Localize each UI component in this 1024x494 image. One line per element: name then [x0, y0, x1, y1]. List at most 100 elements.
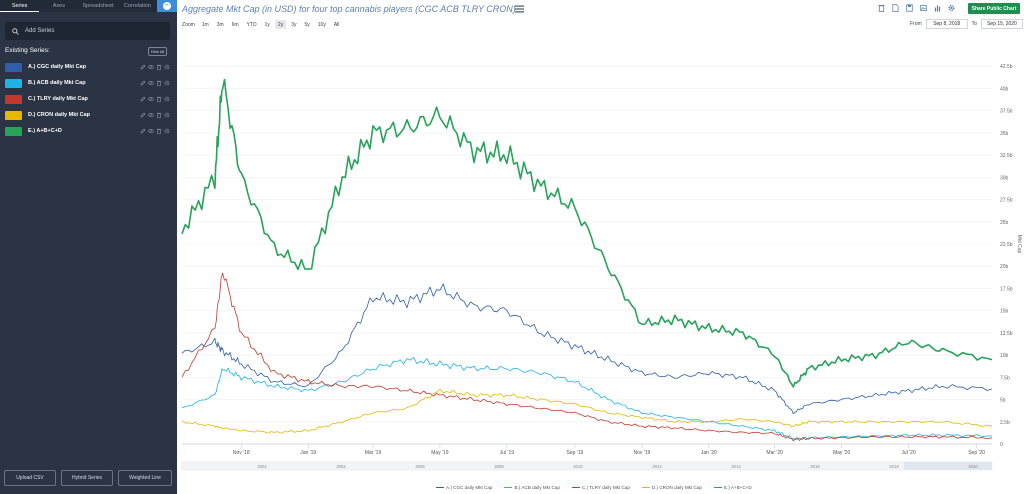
legend-item[interactable]: D.) CRON daily Mkt Cap [641, 485, 702, 490]
gear-icon[interactable] [164, 80, 170, 86]
gear-icon[interactable] [164, 112, 170, 118]
legend-item[interactable]: C.) TLRY daily Mkt Cap [571, 485, 630, 490]
series-color-swatch[interactable] [5, 94, 22, 104]
y-tick-label: 27.5b [1000, 198, 1013, 204]
hide-all-button[interactable]: Hide All [148, 47, 167, 56]
trash-icon[interactable] [878, 4, 885, 12]
navigator-tick-label: 2016 [810, 464, 820, 469]
tab-correlation[interactable]: Correlation [123, 3, 151, 9]
y-tick-label: 40b [1000, 86, 1009, 92]
legend-swatch [641, 487, 650, 488]
zoom-option-all[interactable]: All [333, 21, 340, 28]
edit-icon[interactable] [140, 64, 146, 70]
series-row[interactable]: E.) A+B+C+D [5, 125, 170, 137]
navigator-selection [904, 462, 992, 470]
zoom-option-6m[interactable]: 6m [231, 21, 239, 28]
legend-swatch [436, 487, 444, 488]
upload-csv-button[interactable]: Upload CSV [4, 470, 56, 486]
edit-icon[interactable] [140, 96, 146, 102]
chart-title[interactable]: Aggregate Mkt Cap (in USD) for four top … [182, 4, 516, 14]
eye-icon[interactable] [148, 64, 154, 70]
legend-label: D.) CRON daily Mkt Cap [651, 485, 702, 490]
series-row[interactable]: D.) CRON daily Mkt Cap [5, 109, 170, 121]
x-tick-label: Jan '19 [300, 450, 316, 456]
series-line [181, 283, 993, 415]
navigator-tick-label: 2018 [889, 464, 899, 469]
eye-icon[interactable] [148, 80, 154, 86]
series-line [181, 78, 993, 388]
x-tick-label: Jul '19 [500, 450, 515, 456]
eye-icon[interactable] [148, 128, 154, 134]
navigator-tick-label: 2002 [257, 464, 267, 469]
menu-icon[interactable] [515, 5, 524, 13]
zoom-option-1m[interactable]: 1m [201, 21, 209, 28]
zoom-option-3m[interactable]: 3m [216, 21, 224, 28]
from-label: From [910, 21, 922, 27]
chart-legend: A.) CGC daily Mkt Cap B.) ACB daily Mkt C… [436, 485, 752, 490]
x-tick-label: May '19 [431, 450, 449, 456]
series-row[interactable]: B.) ACB daily Mkt Cap [5, 77, 170, 89]
tab-series[interactable]: Series [0, 0, 40, 12]
gear-icon[interactable] [164, 64, 170, 70]
from-date-input[interactable]: Sep 8, 2018 [925, 19, 968, 29]
series-color-swatch[interactable] [5, 78, 22, 88]
series-label: B.) ACB daily Mkt Cap [28, 80, 86, 86]
navigator-tick-label: 2014 [731, 464, 741, 469]
navigator-tick-label: 2010 [573, 464, 583, 469]
x-tick-label: May '20 [833, 450, 851, 456]
weighted-line-button[interactable]: Weighted Line [118, 470, 172, 486]
zoom-option-5y[interactable]: 5y [304, 21, 310, 28]
trash-icon[interactable] [156, 128, 162, 134]
edit-icon[interactable] [140, 112, 146, 118]
toolbar [878, 4, 955, 12]
zoom-option-10y[interactable]: 10y [317, 21, 326, 28]
tab-axes[interactable]: Axes [52, 3, 65, 9]
trash-icon[interactable] [156, 80, 162, 86]
series-color-swatch[interactable] [5, 62, 22, 72]
to-date-input[interactable]: Sep 15, 2020 [980, 19, 1023, 29]
date-range: From Sep 8, 2018 To Sep 15, 2020 [910, 19, 1024, 29]
save-icon[interactable] [906, 4, 913, 12]
add-series-input[interactable]: Add Series [5, 22, 170, 40]
series-actions [140, 112, 170, 118]
legend-item[interactable]: B.) ACB daily Mkt Cap [504, 485, 560, 490]
chart-area[interactable]: 0 2.5b 5b 7.5b 10b 12.5b 15b 17.5b 20b 22.5b 25b 27… [177, 32, 1024, 482]
eye-icon[interactable] [148, 112, 154, 118]
trash-icon[interactable] [156, 112, 162, 118]
edit-icon[interactable] [140, 80, 146, 86]
gear-icon[interactable] [164, 96, 170, 102]
gear-icon[interactable] [164, 128, 170, 134]
trash-icon[interactable] [156, 96, 162, 102]
series-actions [140, 64, 170, 70]
legend-item[interactable]: A.) CGC daily Mkt Cap [436, 485, 492, 490]
y-tick-label: 15b [1000, 309, 1009, 315]
y-axis-label: Mkt Cap [1016, 235, 1022, 254]
gear-icon[interactable] [948, 4, 955, 12]
collapse-sidebar-button[interactable]: – [157, 0, 177, 12]
series-row[interactable]: C.) TLRY daily Mkt Cap [5, 93, 170, 105]
tab-spreadsheet[interactable]: Spreadsheet [82, 3, 114, 9]
series-row[interactable]: A.) CGC daily Mkt Cap [5, 61, 170, 73]
x-tick-label: Nov '19 [633, 450, 650, 456]
trash-icon[interactable] [156, 64, 162, 70]
series-label: D.) CRON daily Mkt Cap [28, 112, 91, 118]
eye-icon[interactable] [148, 96, 154, 102]
edit-icon[interactable] [140, 128, 146, 134]
zoom-label: Zoom [182, 21, 195, 28]
series-color-swatch[interactable] [5, 110, 22, 120]
zoom-option-2y[interactable]: 2y [274, 20, 287, 29]
legend-item[interactable]: E.) A+B+C+D [713, 485, 752, 490]
zoom-option-1y[interactable]: 1y [264, 21, 270, 28]
zoom-option-3y[interactable]: 3y [291, 21, 297, 28]
series-actions [140, 128, 170, 134]
series-actions [140, 96, 170, 102]
series-color-swatch[interactable] [5, 126, 22, 136]
bar-chart-icon[interactable] [934, 4, 941, 12]
share-public-chart-button[interactable]: Share Public Chart [968, 3, 1020, 14]
zoom-option-ytd[interactable]: YTD [246, 21, 257, 28]
hybrid-series-button[interactable]: Hybrid Series [61, 470, 113, 486]
file-icon[interactable] [892, 4, 899, 12]
image-icon[interactable] [920, 4, 927, 12]
sidebar-tabs: Series Axes Spreadsheet Correlation – [0, 0, 177, 12]
